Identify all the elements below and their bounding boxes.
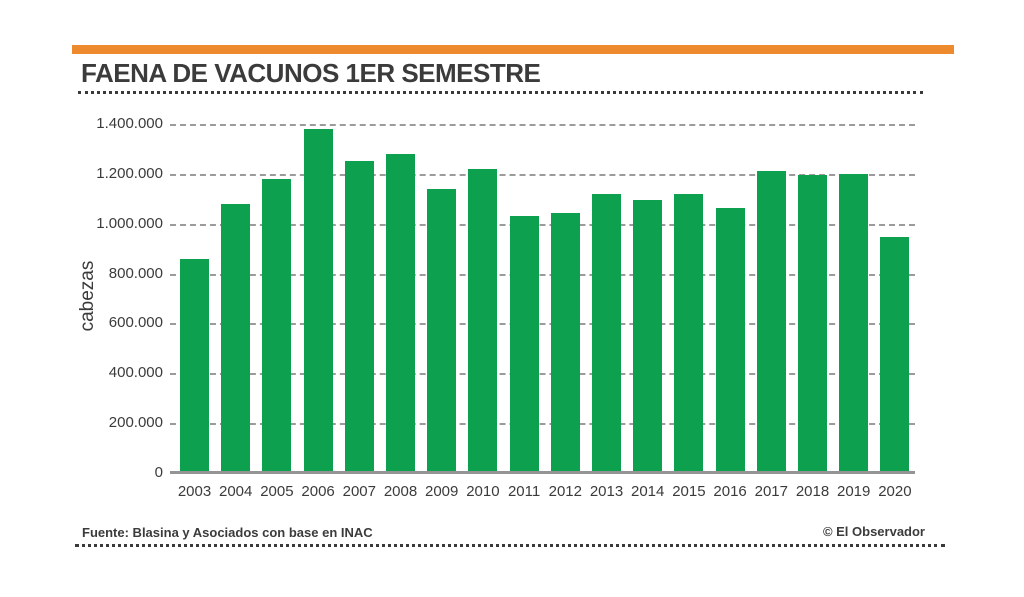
source-note: Fuente: Blasina y Asociados con base en … [82, 525, 373, 540]
bar-2020 [880, 237, 910, 473]
bar-2011 [509, 216, 539, 473]
bar-2003 [180, 258, 209, 473]
x-tick-label-2011: 2011 [507, 483, 541, 500]
gridline-800.000 [170, 273, 915, 276]
bar-2010 [468, 168, 498, 473]
title-divider [78, 91, 923, 94]
x-tick-label-2017: 2017 [754, 483, 788, 500]
y-tick-label-1.400.000: 1.400.000 [96, 115, 163, 132]
gridline-400.000 [170, 373, 915, 376]
gridline-200.000 [170, 423, 915, 426]
x-tick-label-2007: 2007 [342, 483, 376, 500]
y-tick-label-0: 0 [154, 464, 163, 481]
y-tick-label-400.000: 400.000 [108, 364, 163, 382]
gridline-1.200.000 [170, 173, 915, 176]
bar-2019 [839, 173, 869, 473]
x-tick-label-2016: 2016 [713, 483, 747, 500]
top-accent-bar [72, 45, 954, 54]
x-tick-label-2010: 2010 [466, 483, 500, 500]
bar-2014 [633, 200, 663, 473]
bar-2006 [303, 129, 333, 473]
gridline-600.000 [170, 323, 915, 326]
y-tick-label-200.000: 200.000 [108, 414, 163, 432]
y-tick-label-1.000.000: 1.000.000 [96, 214, 163, 232]
y-tick-label-800.000: 800.000 [108, 264, 163, 282]
gridline-1.400.000 [170, 124, 915, 126]
bar-2017 [756, 171, 786, 473]
plot-area [170, 124, 915, 474]
x-tick-label-2008: 2008 [383, 483, 418, 500]
bar-2009 [427, 188, 457, 473]
bar-2005 [262, 178, 292, 473]
bar-2004 [221, 203, 251, 473]
bar-2008 [386, 153, 415, 473]
x-tick-label-2006: 2006 [301, 483, 335, 500]
chart-title: FAENA DE VACUNOS 1ER SEMESTRE [81, 58, 541, 88]
x-tick-label-2019: 2019 [837, 483, 871, 500]
x-tick-label-2018: 2018 [795, 483, 830, 500]
bar-2016 [715, 207, 745, 473]
gridline-1.000.000 [170, 223, 915, 226]
bar-2018 [798, 175, 827, 473]
x-axis-line [170, 471, 915, 474]
copyright-credit: © El Observador [822, 524, 925, 539]
y-tick-label-600.000: 600.000 [108, 314, 163, 332]
x-tick-label-2005: 2005 [260, 483, 294, 500]
x-tick-label-2004: 2004 [219, 483, 253, 500]
x-tick-label-2015: 2015 [672, 483, 706, 500]
x-tick-label-2012: 2012 [548, 483, 582, 500]
x-tick-label-2020: 2020 [878, 483, 912, 500]
x-tick-label-2003: 2003 [177, 483, 212, 500]
footer-divider [75, 544, 945, 547]
bar-2012 [550, 212, 580, 473]
x-tick-label-2013: 2013 [589, 483, 624, 500]
x-tick-label-2014: 2014 [631, 483, 665, 500]
x-tick-label-2009: 2009 [425, 483, 459, 500]
bar-2007 [344, 161, 374, 473]
bar-2015 [674, 193, 704, 473]
bar-2013 [592, 193, 621, 473]
y-tick-label-1.200.000: 1.200.000 [96, 164, 163, 182]
